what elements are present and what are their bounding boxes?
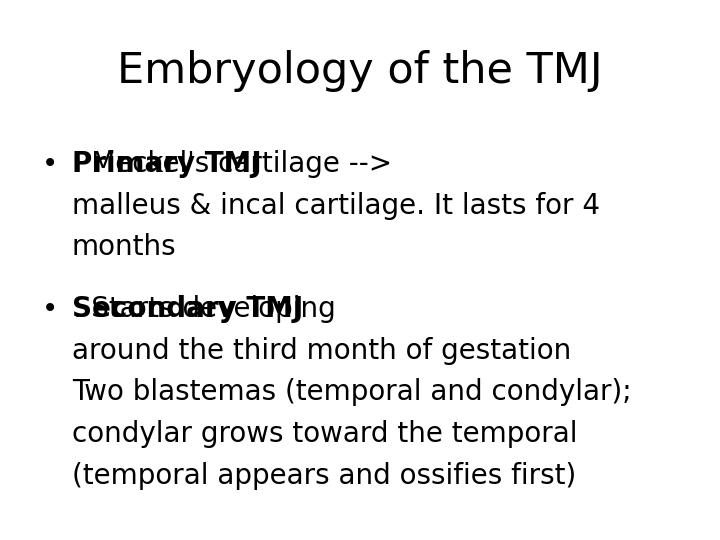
Text: •: •: [42, 295, 58, 323]
Text: : Meckel's cartilage -->: : Meckel's cartilage -->: [73, 150, 392, 178]
Text: Secondary TMJ: Secondary TMJ: [72, 295, 303, 323]
Text: •: •: [42, 150, 58, 178]
Text: months: months: [72, 233, 176, 261]
Text: around the third month of gestation: around the third month of gestation: [72, 336, 571, 365]
Text: malleus & incal cartilage. It lasts for 4: malleus & incal cartilage. It lasts for …: [72, 192, 600, 220]
Text: Primary TMJ: Primary TMJ: [72, 150, 261, 178]
Text: : Starts developing: : Starts developing: [73, 295, 336, 323]
Text: condylar grows toward the temporal: condylar grows toward the temporal: [72, 420, 577, 448]
Text: (temporal appears and ossifies first): (temporal appears and ossifies first): [72, 462, 576, 490]
Text: Embryology of the TMJ: Embryology of the TMJ: [117, 50, 603, 92]
Text: Two blastemas (temporal and condylar);: Two blastemas (temporal and condylar);: [72, 379, 631, 406]
